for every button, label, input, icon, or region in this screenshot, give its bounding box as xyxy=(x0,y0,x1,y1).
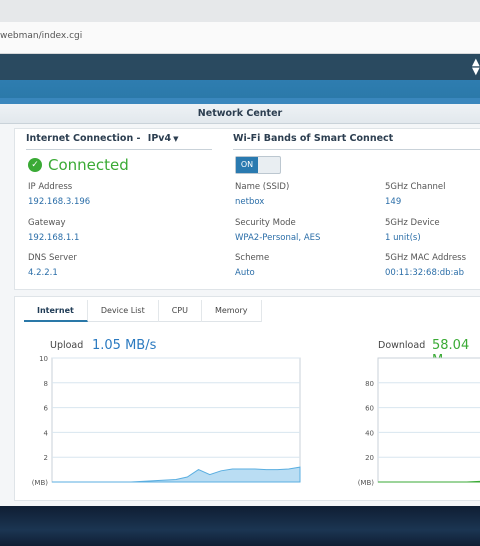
security-label: Security Mode xyxy=(235,218,296,228)
y-tick-label: 80 xyxy=(365,380,374,388)
ipv4-dropdown[interactable]: IPv4 ▼ xyxy=(148,133,179,144)
gateway-value: 192.168.1.1 xyxy=(28,233,80,243)
scheme-value: Auto xyxy=(235,268,255,278)
upload-value: 1.05 MB/s xyxy=(92,338,157,353)
device-label: 5GHz Device xyxy=(385,218,440,228)
caret-down-icon[interactable]: ▼ xyxy=(173,135,179,143)
series-area xyxy=(378,480,480,483)
check-circle-icon: ✓ xyxy=(28,158,42,172)
chart-frame-1 xyxy=(377,357,480,483)
y-tick-label: 20 xyxy=(365,454,374,462)
upload-chart: 2 4 6 8 10 (MB) xyxy=(32,355,301,487)
y-tick-label: 6 xyxy=(44,405,49,413)
ip-value: 192.168.3.196 xyxy=(28,197,91,207)
ip-label: IP Address xyxy=(28,182,73,192)
mac-value: 00:11:32:68:db:ab xyxy=(385,268,464,278)
series-area xyxy=(52,466,301,483)
y-tick-label: 2 xyxy=(44,454,48,462)
internet-title-text: Internet Connection xyxy=(26,133,134,144)
device-value: 1 unit(s) xyxy=(385,233,421,243)
url-text[interactable]: webman/index.cgi xyxy=(0,31,83,41)
security-value: WPA2-Personal, AES xyxy=(235,233,321,243)
toggle-on-label[interactable]: ON xyxy=(236,157,258,173)
wifi-section-title: Wi-Fi Bands of Smart Connect xyxy=(233,133,394,144)
internet-divider xyxy=(26,149,212,150)
overview-panel xyxy=(14,128,480,290)
chart-frame-0 xyxy=(51,357,301,483)
y-tick-label: 4 xyxy=(44,429,49,437)
dns-label: DNS Server xyxy=(28,253,77,263)
traffic-tabs: Internet Device List CPU Memory xyxy=(24,300,262,322)
y-unit-label: (MB) xyxy=(358,479,375,487)
desktop-taskbar xyxy=(0,506,480,546)
tab-cpu[interactable]: CPU xyxy=(159,300,202,322)
y-tick-label: 60 xyxy=(365,405,374,413)
network-center-window xyxy=(0,124,480,506)
smart-connect-toggle[interactable]: ON xyxy=(235,156,281,174)
y-unit-label: (MB) xyxy=(32,479,49,487)
upload-label: Upload xyxy=(50,340,84,351)
scheme-label: Scheme xyxy=(235,253,270,263)
tab-internet[interactable]: Internet xyxy=(24,300,88,322)
download-chart: 20 40 60 80 (MB) xyxy=(358,357,480,487)
status-text: Connected xyxy=(48,156,129,174)
address-bar[interactable]: webman/index.cgi xyxy=(0,22,480,54)
ssid-label: Name (SSID) xyxy=(235,182,290,192)
window-titlebar[interactable]: Network Center xyxy=(0,104,480,124)
dsm-band-lower xyxy=(0,98,480,104)
expand-arrows-icon[interactable]: ▲ ▼ xyxy=(472,57,480,77)
dsm-header: ▲ ▼ xyxy=(0,54,480,80)
tab-device-list[interactable]: Device List xyxy=(88,300,159,322)
y-tick-label: 8 xyxy=(44,380,48,388)
connection-status: ✓ Connected xyxy=(28,156,129,174)
gateway-label: Gateway xyxy=(28,218,66,228)
dns-value: 4.2.2.1 xyxy=(28,268,58,278)
ssid-value: netbox xyxy=(235,197,265,207)
protocol-label[interactable]: IPv4 xyxy=(147,133,172,144)
title-separator: - xyxy=(136,133,141,144)
internet-connection-title: Internet Connection - IPv4 ▼ xyxy=(26,133,179,144)
browser-tab-strip xyxy=(0,0,480,22)
mac-label: 5GHz MAC Address xyxy=(385,253,467,263)
window-title: Network Center xyxy=(197,108,283,119)
channel-label: 5GHz Channel xyxy=(385,182,446,192)
y-tick-label: 40 xyxy=(365,429,374,437)
y-tick-label: 10 xyxy=(39,355,48,363)
channel-value: 149 xyxy=(385,197,402,207)
dsm-taskbar-band xyxy=(0,80,480,102)
tab-memory[interactable]: Memory xyxy=(202,300,262,322)
wifi-divider xyxy=(233,149,480,150)
download-label: Download xyxy=(378,340,426,351)
